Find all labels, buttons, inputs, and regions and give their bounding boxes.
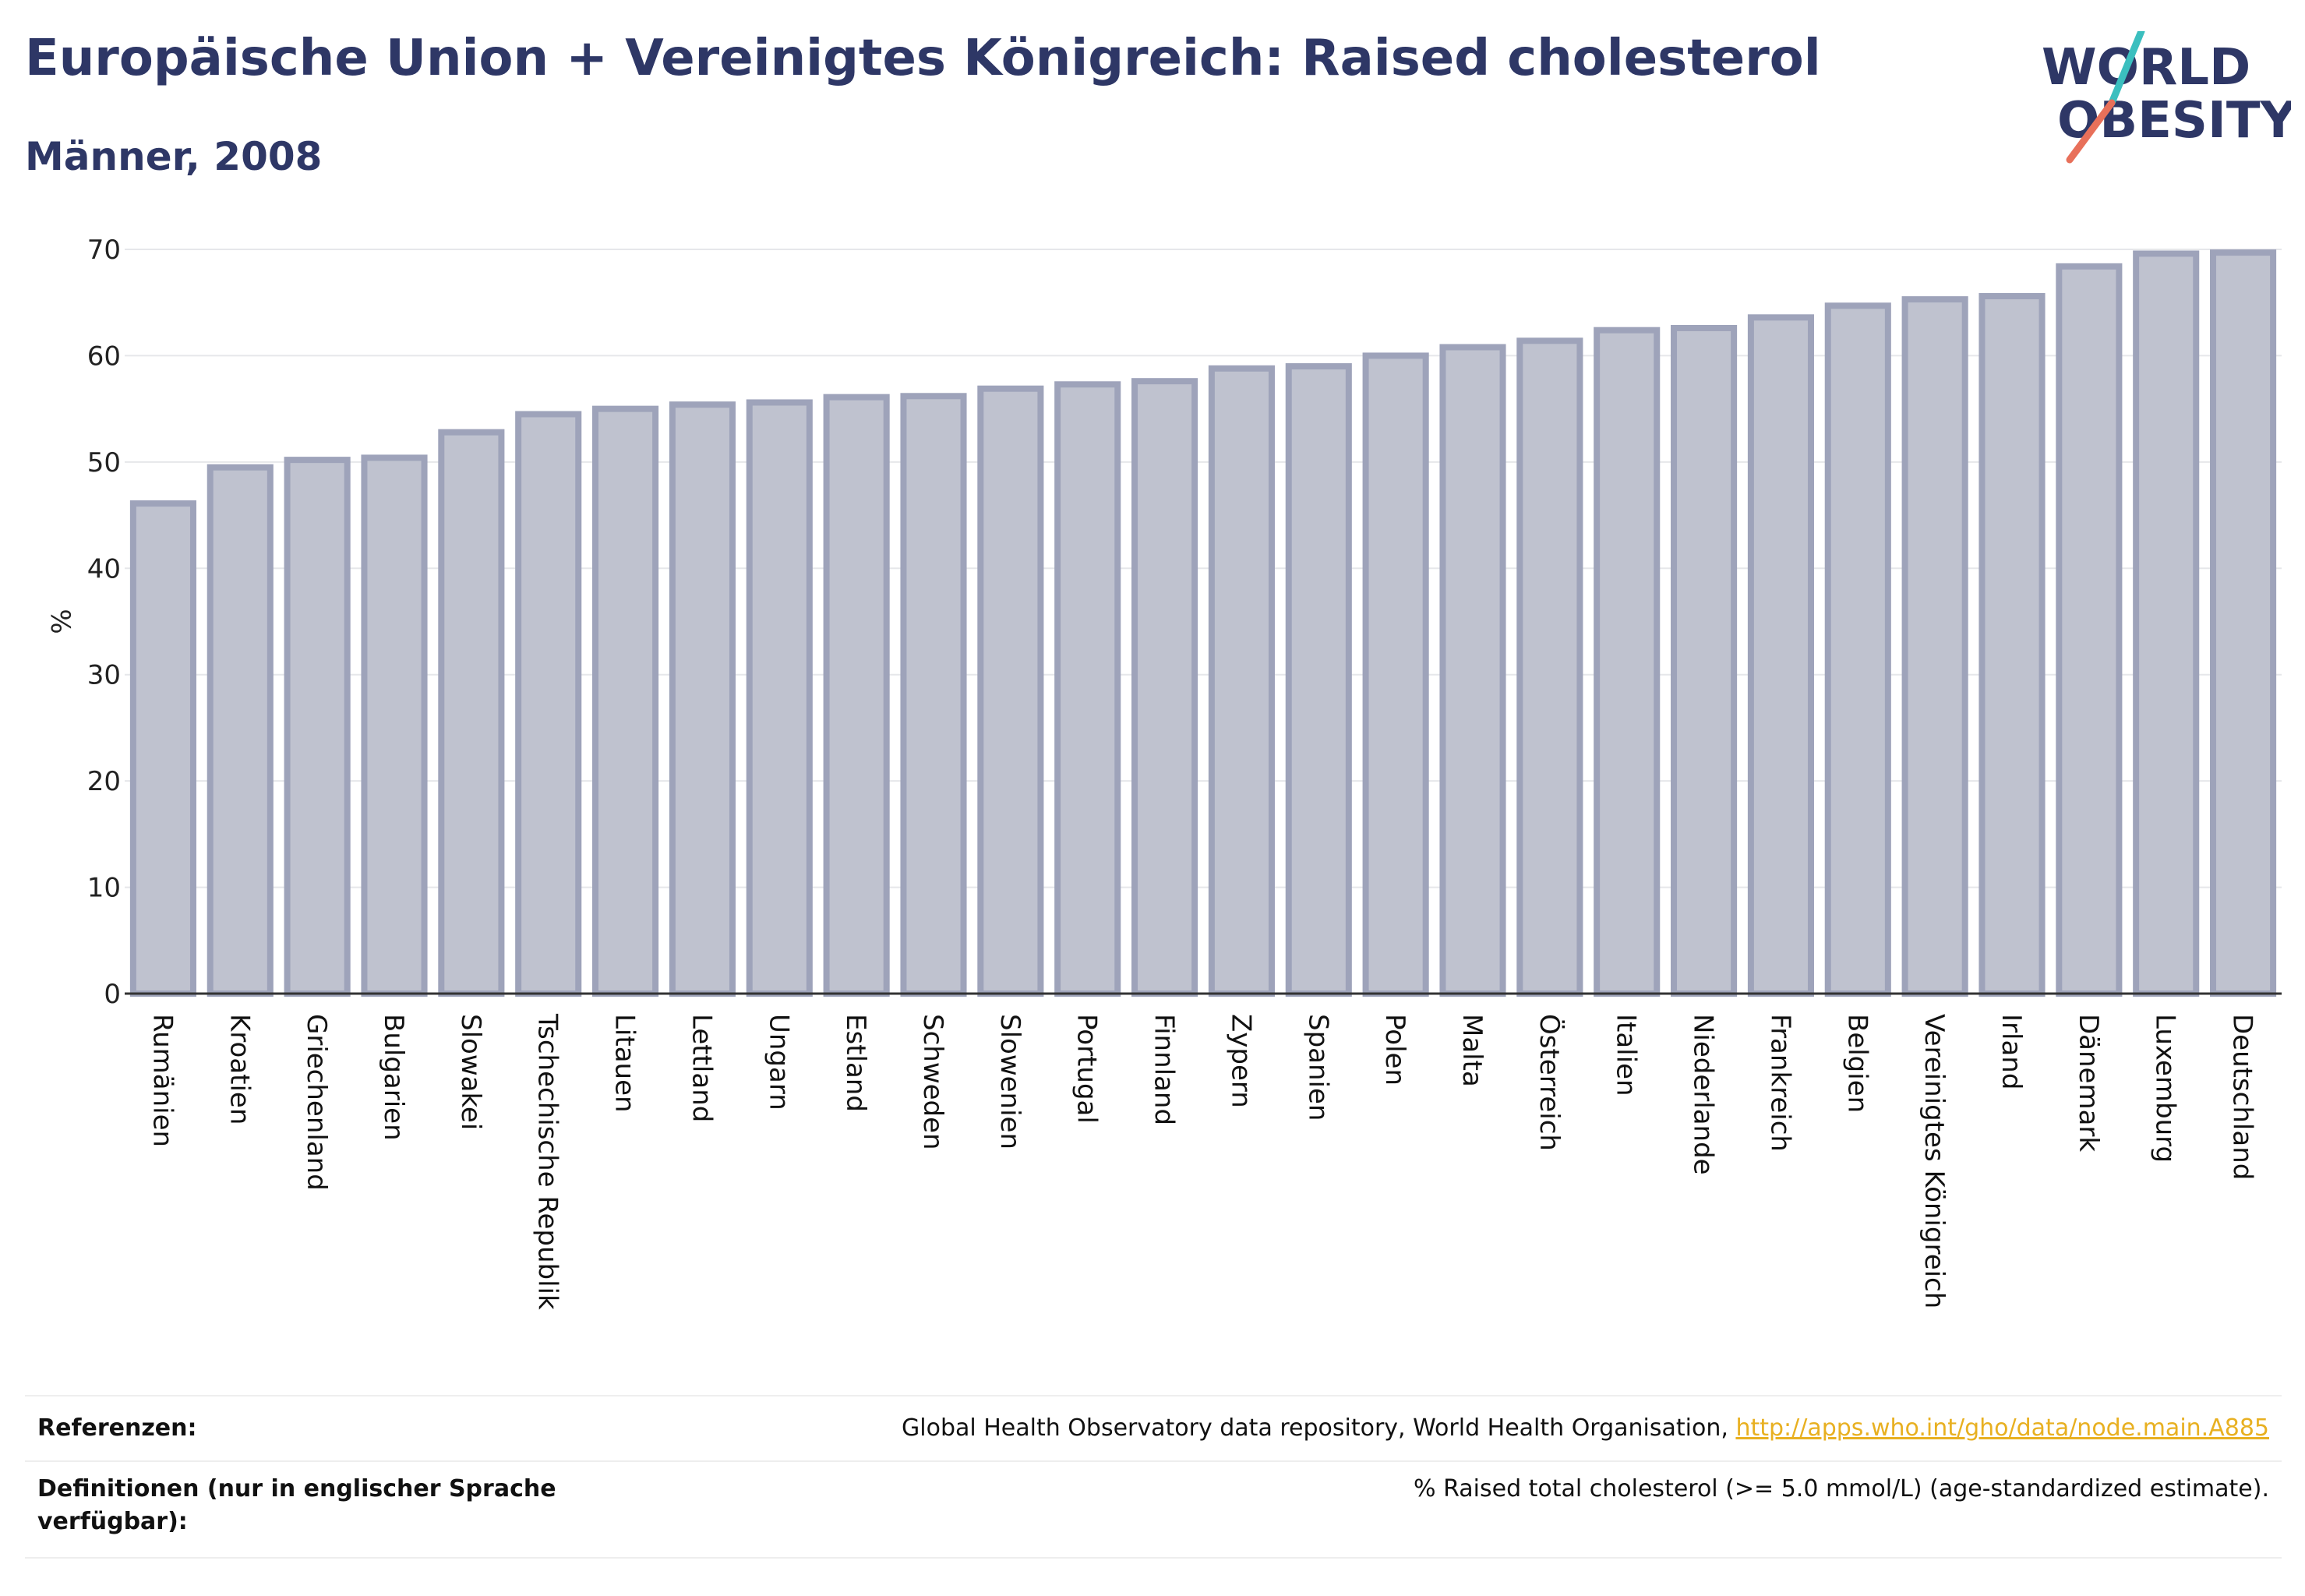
y-tick-label: 50: [87, 447, 121, 478]
bar: [2056, 263, 2123, 998]
y-tick-label: 30: [87, 660, 121, 691]
logo-slash-teal: [2108, 31, 2145, 107]
x-category-label: Portugal: [1071, 1014, 1103, 1124]
bar: [592, 405, 659, 997]
bar-chart: 0 10 20 30 40 50 60 70 % Rumänien Kroatien Griech…: [44, 235, 2282, 1310]
bar: [515, 411, 582, 997]
bars: [129, 249, 2277, 998]
bar: [746, 399, 813, 997]
x-category-label: Luxemburg: [2150, 1014, 2181, 1163]
bar: [1594, 327, 1661, 997]
x-category-label: Zypern: [1225, 1014, 1256, 1108]
bar: [1824, 302, 1891, 997]
bar: [1131, 378, 1198, 997]
x-category-label: Slowenien: [994, 1014, 1025, 1149]
x-category-label: Finnland: [1149, 1014, 1180, 1125]
x-category-label: Litauen: [609, 1014, 641, 1113]
bar: [1516, 337, 1583, 998]
page-subtitle: Männer, 2008: [25, 134, 323, 179]
bar: [438, 429, 505, 997]
bar: [1439, 344, 1506, 997]
x-axis-category-labels: Rumänien Kroatien Griechenland Bulgarien Slo…: [146, 1013, 2257, 1310]
x-category-label: Schweden: [917, 1014, 948, 1150]
references-label: Referenzen:: [37, 1414, 197, 1442]
y-tick-label: 20: [87, 766, 121, 797]
y-axis-ticks: 0 10 20 30 40 50 60 70: [87, 235, 121, 1010]
x-category-label: Dänemark: [2073, 1014, 2104, 1152]
logo-line1: WORLD: [2042, 39, 2250, 97]
bar: [669, 401, 736, 997]
bar: [2133, 250, 2200, 997]
footer-table: Referenzen: Global Health Observatory da…: [25, 1395, 2282, 1559]
bar: [977, 385, 1044, 997]
bar: [284, 457, 351, 997]
x-category-label: Deutschland: [2227, 1014, 2258, 1180]
bar: [1362, 352, 1429, 997]
references-row: Referenzen: Global Health Observatory da…: [25, 1396, 2282, 1462]
x-category-label: Italien: [1611, 1014, 1642, 1096]
y-tick-label: 40: [87, 553, 121, 584]
bar: [900, 393, 967, 997]
x-category-label: Irland: [1996, 1014, 2027, 1089]
y-tick-label: 60: [87, 341, 121, 372]
x-category-label: Griechenland: [301, 1014, 332, 1191]
bar: [1978, 293, 2046, 997]
x-category-label: Rumänien: [146, 1014, 178, 1147]
x-category-label: Bulgarien: [378, 1014, 409, 1141]
bar: [129, 500, 196, 997]
page-title: Europäische Union + Vereinigtes Königrei…: [25, 30, 1821, 87]
y-axis-label: %: [44, 609, 76, 634]
world-obesity-logo: WORLD OBESITY: [2042, 31, 2291, 164]
y-tick-label: 0: [104, 979, 121, 1010]
bar: [1747, 314, 1814, 998]
definitions-value: % Raised total cholesterol (>= 5.0 mmol/…: [1414, 1475, 2269, 1502]
references-value: Global Health Observatory data repositor…: [902, 1412, 2282, 1445]
x-category-label: Slowakei: [455, 1014, 486, 1130]
bar: [1901, 296, 1968, 998]
bar: [1208, 365, 1275, 997]
x-category-label: Österreich: [1534, 1014, 1565, 1151]
definitions-row: Definitionen (nur in englischer Sprache …: [25, 1462, 2282, 1559]
x-category-label: Niederlande: [1688, 1014, 1719, 1175]
bar: [1671, 324, 1738, 997]
references-link[interactable]: http://apps.who.int/gho/data/node.main.A…: [1735, 1414, 2269, 1442]
x-category-label: Malta: [1456, 1014, 1488, 1087]
bar: [823, 394, 890, 997]
x-category-label: Vereinigtes Königreich: [1918, 1014, 1950, 1308]
x-category-label: Frankreich: [1764, 1014, 1795, 1152]
y-tick-label: 70: [87, 235, 121, 266]
references-text: Global Health Observatory data repositor…: [902, 1414, 1736, 1442]
x-category-label: Spanien: [1302, 1014, 1333, 1121]
x-category-label: Lettland: [686, 1014, 717, 1122]
logo-slash-coral: [2066, 99, 2116, 164]
bar: [1054, 381, 1121, 997]
x-category-label: Ungarn: [763, 1014, 794, 1110]
x-category-label: Belgien: [1841, 1014, 1873, 1113]
bar: [361, 454, 428, 997]
bar: [2210, 249, 2277, 998]
definitions-label: Definitionen (nur in englischer Sprache …: [37, 1475, 556, 1535]
x-category-label: Estland: [840, 1014, 871, 1112]
y-tick-label: 10: [87, 873, 121, 904]
x-category-label: Kroatien: [224, 1014, 255, 1125]
bar: [1285, 363, 1352, 998]
x-category-label: Polen: [1379, 1014, 1410, 1086]
x-category-label: Tschechische Republik: [532, 1013, 563, 1310]
bar: [206, 464, 274, 997]
